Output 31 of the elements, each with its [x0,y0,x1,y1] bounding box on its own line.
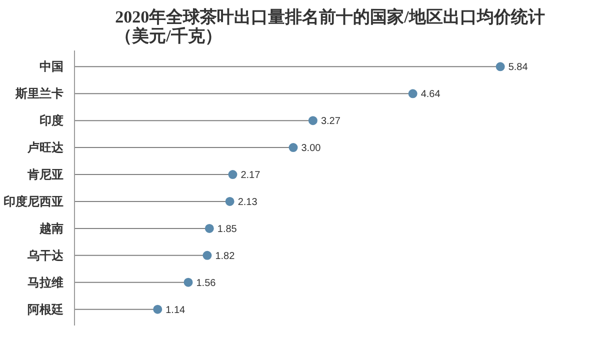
point [288,143,298,152]
y-tick-label: 卢旺达 [26,140,64,155]
data-label: 1.14 [166,304,186,316]
y-tick-label: 阿根廷 [28,302,64,316]
point [204,224,214,233]
data-label: 3.27 [320,116,341,128]
y-tick-label: 印度 [40,114,64,128]
point [496,62,505,72]
y-tick-label: 马拉维 [28,275,64,290]
data-label: 1.56 [196,278,216,289]
data-label: 2.13 [238,196,258,208]
y-tick-label: 中国 [40,60,64,74]
data-label: 5.84 [508,62,528,74]
y-tick-label: 印度尼西亚 [4,194,64,208]
data-label: 3.00 [301,143,322,154]
point [408,89,418,98]
point [184,278,193,287]
y-tick-label: 肯尼亚 [26,168,64,182]
chart-title: 2020年全球茶叶出口量排名前十的国家/地区出口均价统计（美元/千克） [115,8,545,46]
data-label: 1.82 [215,250,236,262]
point [225,196,234,206]
y-tick-label: 越南 [38,221,64,236]
point [202,250,212,260]
point [308,116,318,126]
data-label: 4.64 [420,89,441,100]
y-tick-label: 乌干达 [26,248,64,262]
point [153,304,162,314]
y-tick-label: 斯里兰卡 [14,86,64,101]
point [228,170,238,180]
data-label: 1.85 [217,224,238,235]
data-label: 2.17 [240,170,261,182]
